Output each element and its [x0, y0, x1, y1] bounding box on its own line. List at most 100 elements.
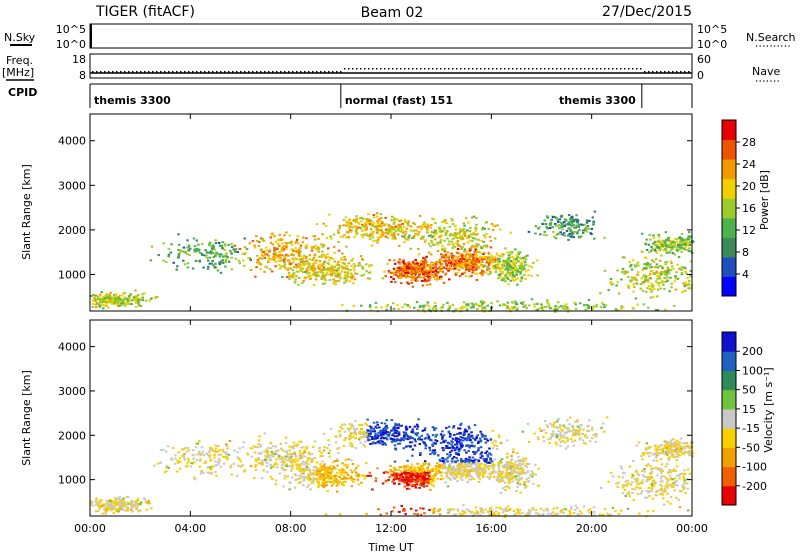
- range-cell: [299, 269, 303, 272]
- range-cell: [669, 276, 672, 279]
- range-cell: [639, 283, 642, 286]
- range-cell: [98, 298, 101, 301]
- range-cell: [457, 464, 460, 467]
- range-cell: [381, 482, 385, 485]
- range-cell: [283, 477, 287, 480]
- range-cell: [572, 223, 575, 226]
- range-cell: [469, 268, 472, 271]
- range-cell: [167, 255, 170, 258]
- range-cell: [412, 468, 416, 470]
- range-cell: [427, 477, 430, 480]
- range-cell: [514, 303, 518, 306]
- range-cell: [304, 257, 308, 260]
- range-cell: [109, 500, 112, 503]
- range-cell: [381, 443, 384, 446]
- range-cell: [221, 261, 225, 264]
- range-cell: [216, 450, 220, 453]
- range-cell: [307, 473, 310, 476]
- range-cell: [268, 457, 272, 460]
- range-cell: [407, 472, 410, 474]
- range-cell: [271, 232, 274, 235]
- range-cell: [293, 486, 297, 489]
- range-cell: [392, 440, 395, 442]
- range-cell: [459, 468, 462, 471]
- range-cell: [431, 483, 434, 486]
- range-cell: [424, 225, 427, 228]
- range-cell: [509, 256, 513, 259]
- range-cell: [301, 452, 305, 455]
- range-cell: [298, 440, 301, 443]
- range-cell: [318, 255, 321, 258]
- range-cell: [429, 479, 432, 482]
- range-cell: [90, 501, 94, 504]
- range-cell: [214, 460, 217, 463]
- range-cell: [322, 475, 326, 478]
- range-cell: [322, 449, 326, 452]
- range-cell: [255, 446, 258, 448]
- range-cell: [315, 480, 319, 483]
- range-cell: [365, 218, 368, 220]
- range-cell: [573, 226, 576, 229]
- range-cell: [338, 480, 341, 483]
- range-cell: [262, 255, 265, 258]
- range-cell: [678, 236, 681, 239]
- range-cell: [434, 270, 438, 273]
- range-cell: [489, 453, 493, 456]
- range-cell: [280, 265, 283, 268]
- range-cell: [179, 467, 182, 470]
- range-cell: [328, 269, 331, 272]
- range-cell: [148, 502, 151, 505]
- range-cell: [267, 257, 271, 260]
- nave-point: [576, 68, 578, 70]
- range-cell: [422, 482, 425, 485]
- range-cell: [105, 304, 108, 307]
- range-cell: [655, 244, 658, 246]
- range-cell: [341, 261, 345, 264]
- range-cell: [677, 256, 681, 259]
- range-cell: [382, 429, 385, 432]
- range-cell: [353, 278, 357, 281]
- range-cell: [271, 257, 275, 260]
- range-cell: [378, 219, 381, 222]
- range-cell: [636, 261, 640, 264]
- range-cell: [301, 456, 304, 459]
- range-cell: [392, 468, 396, 471]
- nave-point: [608, 68, 610, 70]
- range-cell: [683, 285, 686, 288]
- range-cell: [371, 441, 375, 444]
- colorbar-tick-label: 28: [742, 136, 756, 149]
- range-cell: [386, 228, 390, 231]
- range-cell: [463, 271, 467, 274]
- range-cell: [393, 269, 396, 272]
- range-cell: [393, 482, 396, 485]
- range-cell: [218, 261, 221, 264]
- range-cell: [441, 230, 444, 233]
- range-cell: [418, 443, 422, 445]
- range-cell: [278, 245, 281, 247]
- range-cell: [298, 449, 302, 452]
- nave-point: [360, 68, 362, 70]
- range-cell: [661, 281, 664, 284]
- range-cell: [288, 464, 291, 467]
- range-cell: [334, 272, 337, 275]
- range-cell: [290, 252, 294, 255]
- range-cell: [294, 458, 298, 461]
- range-cell: [406, 305, 410, 308]
- range-cell: [213, 248, 216, 251]
- nave-point: [176, 71, 178, 73]
- range-cell: [299, 452, 302, 455]
- nave-point: [496, 68, 498, 70]
- range-cell: [440, 474, 443, 477]
- range-cell: [481, 474, 485, 476]
- nave-point: [448, 68, 450, 70]
- range-cell: [286, 475, 289, 478]
- range-cell: [456, 248, 460, 250]
- range-cell: [208, 256, 212, 259]
- range-cell: [303, 451, 306, 454]
- range-cell: [227, 260, 231, 263]
- range-cell: [275, 248, 279, 250]
- range-cell: [243, 470, 246, 473]
- range-cell: [254, 469, 258, 472]
- range-cell: [442, 459, 445, 462]
- range-cell: [686, 248, 690, 251]
